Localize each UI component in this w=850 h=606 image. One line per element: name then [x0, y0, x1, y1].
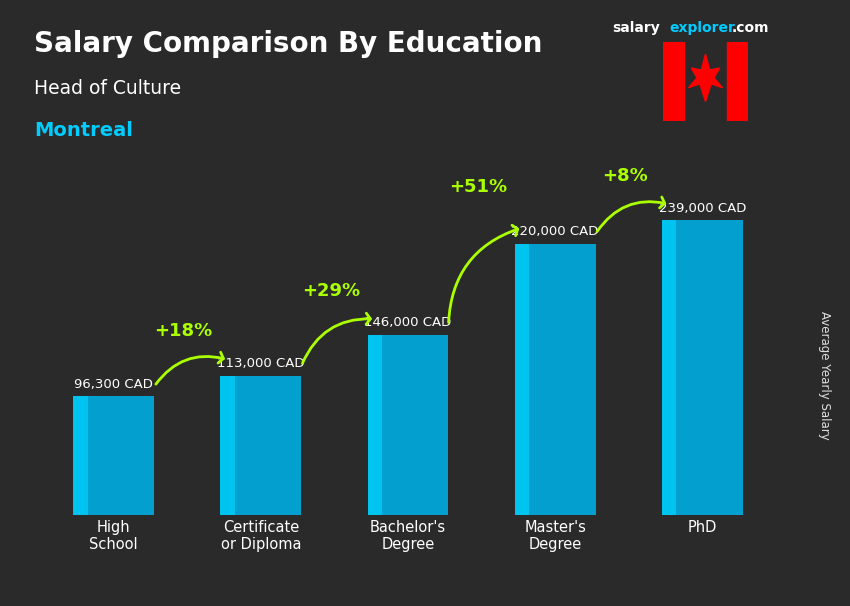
- Text: +29%: +29%: [302, 282, 360, 299]
- Text: Head of Culture: Head of Culture: [34, 79, 181, 98]
- Bar: [220, 376, 302, 515]
- Bar: [662, 220, 743, 515]
- Polygon shape: [688, 54, 722, 101]
- Text: 96,300 CAD: 96,300 CAD: [74, 378, 153, 391]
- Text: Salary Comparison By Education: Salary Comparison By Education: [34, 30, 542, 58]
- Text: 113,000 CAD: 113,000 CAD: [217, 357, 304, 370]
- Text: 146,000 CAD: 146,000 CAD: [365, 316, 451, 330]
- Text: 239,000 CAD: 239,000 CAD: [659, 202, 746, 215]
- Text: explorer: explorer: [670, 21, 736, 35]
- Bar: [662, 220, 677, 515]
- Bar: [514, 244, 596, 515]
- Bar: [663, 42, 684, 121]
- Text: .com: .com: [732, 21, 769, 35]
- Text: salary: salary: [612, 21, 660, 35]
- Text: +8%: +8%: [602, 167, 648, 185]
- Bar: [367, 335, 449, 515]
- Text: +51%: +51%: [449, 178, 507, 196]
- Bar: [367, 335, 382, 515]
- Bar: [514, 244, 530, 515]
- Text: +18%: +18%: [155, 322, 212, 341]
- Bar: [73, 396, 154, 515]
- Text: Montreal: Montreal: [34, 121, 133, 140]
- Bar: [220, 376, 235, 515]
- Text: Average Yearly Salary: Average Yearly Salary: [818, 311, 831, 440]
- Text: 220,000 CAD: 220,000 CAD: [512, 225, 598, 238]
- Bar: [727, 42, 748, 121]
- Bar: [73, 396, 88, 515]
